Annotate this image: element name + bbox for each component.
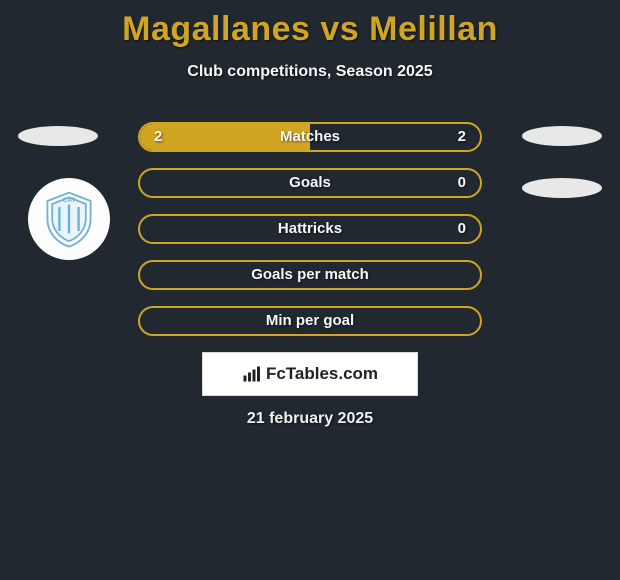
- stat-label: Matches: [140, 124, 480, 150]
- stat-label: Goals per match: [140, 262, 480, 288]
- stat-row: Min per goal: [138, 306, 482, 336]
- stat-row: Goals per match: [138, 260, 482, 290]
- stat-label: Hattricks: [140, 216, 480, 242]
- stat-row: Hattricks0: [138, 214, 482, 244]
- bar-chart-icon: [242, 365, 260, 383]
- badge-letters: CAT: [62, 197, 75, 204]
- stat-label: Goals: [140, 170, 480, 196]
- page-title: Magallanes vs Melillan: [0, 0, 620, 49]
- stat-label: Min per goal: [140, 308, 480, 334]
- stat-right-value: 0: [458, 216, 466, 242]
- stat-row: Goals0: [138, 168, 482, 198]
- stat-left-value: 2: [154, 124, 162, 150]
- stat-right-value: 2: [458, 124, 466, 150]
- page-subtitle: Club competitions, Season 2025: [0, 63, 620, 81]
- team-left-placeholder-icon: [18, 126, 98, 146]
- stat-row: Matches2 2: [138, 122, 482, 152]
- team-left-badge-icon: CAT: [28, 178, 110, 260]
- stats-list: Matches22Goals0Hattricks0Goals per match…: [138, 122, 482, 352]
- date-footer: 21 february 2025: [0, 410, 620, 428]
- team-right-placeholder-bottom-icon: [522, 178, 602, 198]
- stat-right-value: 0: [458, 170, 466, 196]
- fctables-attribution: FcTables.com: [202, 352, 418, 396]
- fctables-label: FcTables.com: [266, 364, 378, 384]
- team-right-placeholder-top-icon: [522, 126, 602, 146]
